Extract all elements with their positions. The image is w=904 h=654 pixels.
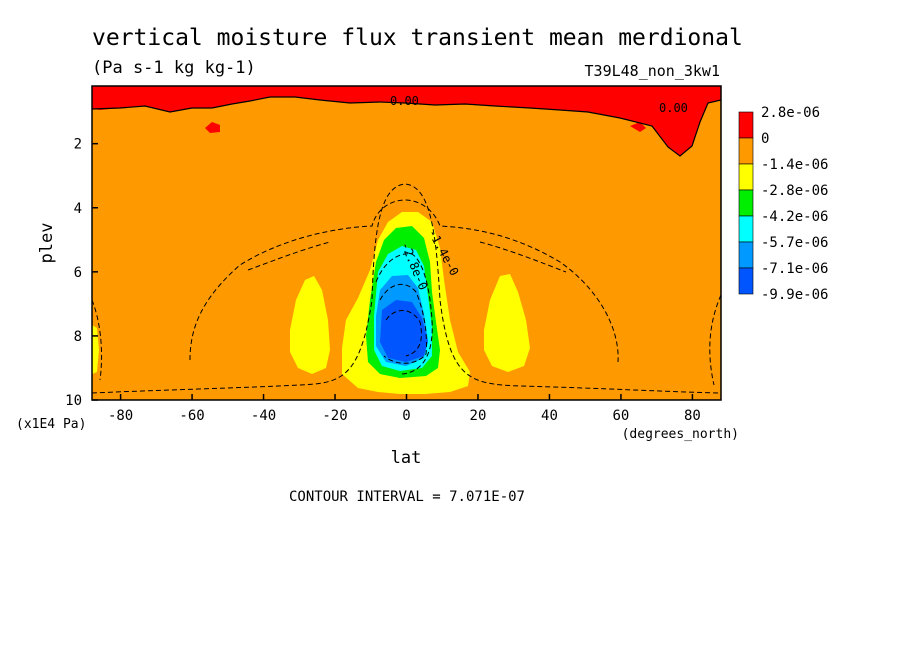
contour-label-zero-north: 0.00 [659, 101, 688, 115]
level-yellow-north [484, 274, 530, 372]
x-tick-label: -20 [322, 408, 347, 424]
x-tick-label: 40 [541, 408, 558, 424]
colorbar-label: -1.4e-06 [761, 157, 828, 173]
colorbar-label: -4.2e-06 [761, 209, 828, 225]
y-axis-title: plev [37, 223, 57, 264]
colorbar-label: -5.7e-06 [761, 235, 828, 251]
contour-line-outer [92, 183, 721, 394]
colorbar-label: -9.9e-06 [761, 287, 828, 303]
contour-field: 0.00 0.00 -1.4e-0 -2.8e-0 [92, 86, 721, 400]
dataset-label: T39L48_non_3kw1 [585, 62, 720, 80]
colorbar-label: -2.8e-06 [761, 183, 828, 199]
contour-line-core-3 [385, 310, 422, 357]
y-tick-label: 2 [74, 137, 82, 153]
colorbar-swatch [738, 215, 754, 243]
y-axis-ticks: 2 4 6 8 10 [65, 137, 98, 409]
colorbar-label: 0 [761, 131, 769, 147]
y-tick-label: 6 [74, 265, 82, 281]
x-tick-label: 0 [402, 408, 410, 424]
contour-line-north-edge [709, 294, 721, 386]
negative-contours [92, 183, 721, 394]
colorbar-swatch [738, 163, 754, 191]
chart-units: (Pa s-1 kg kg-1) [92, 58, 256, 78]
colorbar-label: -7.1e-06 [761, 261, 828, 277]
y-tick-label: 4 [74, 201, 82, 217]
y-axis-units: (x1E4 Pa) [16, 417, 86, 432]
x-tick-label: -80 [108, 408, 133, 424]
positive-region-top [92, 86, 721, 156]
zero-contours [92, 96, 721, 157]
level-yellow-edge [92, 325, 99, 374]
zero-contour-outline-top [92, 96, 721, 157]
colorbar-swatch [738, 111, 754, 139]
y-tick-label: 8 [74, 329, 82, 345]
x-tick-label: 80 [684, 408, 701, 424]
contour-line-south-mid [247, 241, 331, 271]
positive-region-blob-south [205, 122, 220, 133]
chart-title: vertical moisture flux transient mean me… [92, 25, 743, 51]
colorbar: 2.8e-06 0 -1.4e-06 -2.8e-06 -4.2e-06 -5.7e-06… [738, 105, 828, 303]
x-tick-label: 20 [470, 408, 487, 424]
x-axis-title: lat [391, 448, 422, 468]
colorbar-swatch [738, 267, 754, 295]
contour-line-north-mid [479, 241, 567, 273]
contour-interval: CONTOUR INTERVAL = 7.071E-07 [289, 489, 525, 505]
x-tick-label: -40 [251, 408, 276, 424]
x-tick-label: 60 [613, 408, 630, 424]
colorbar-swatch [738, 137, 754, 165]
contour-line-core-2 [379, 284, 427, 364]
level-yellow-south [290, 276, 330, 374]
contour-label-zero-top: 0.00 [390, 94, 419, 108]
contour-line-shoulder [189, 199, 619, 363]
contour-line-core-1 [375, 253, 433, 375]
x-axis-units: (degrees_north) [622, 427, 739, 442]
colorbar-label: 2.8e-06 [761, 105, 820, 121]
positive-region-blob-north [630, 122, 646, 132]
contour-line-south-edge [92, 299, 103, 381]
colorbar-swatch [738, 241, 754, 269]
level-deep-blue [380, 300, 428, 362]
y-tick-label: 10 [65, 393, 82, 409]
x-tick-label: -60 [179, 408, 204, 424]
x-axis-ticks: -80 -60 -40 -20 0 20 40 60 80 [108, 394, 701, 424]
colorbar-swatch [738, 189, 754, 217]
